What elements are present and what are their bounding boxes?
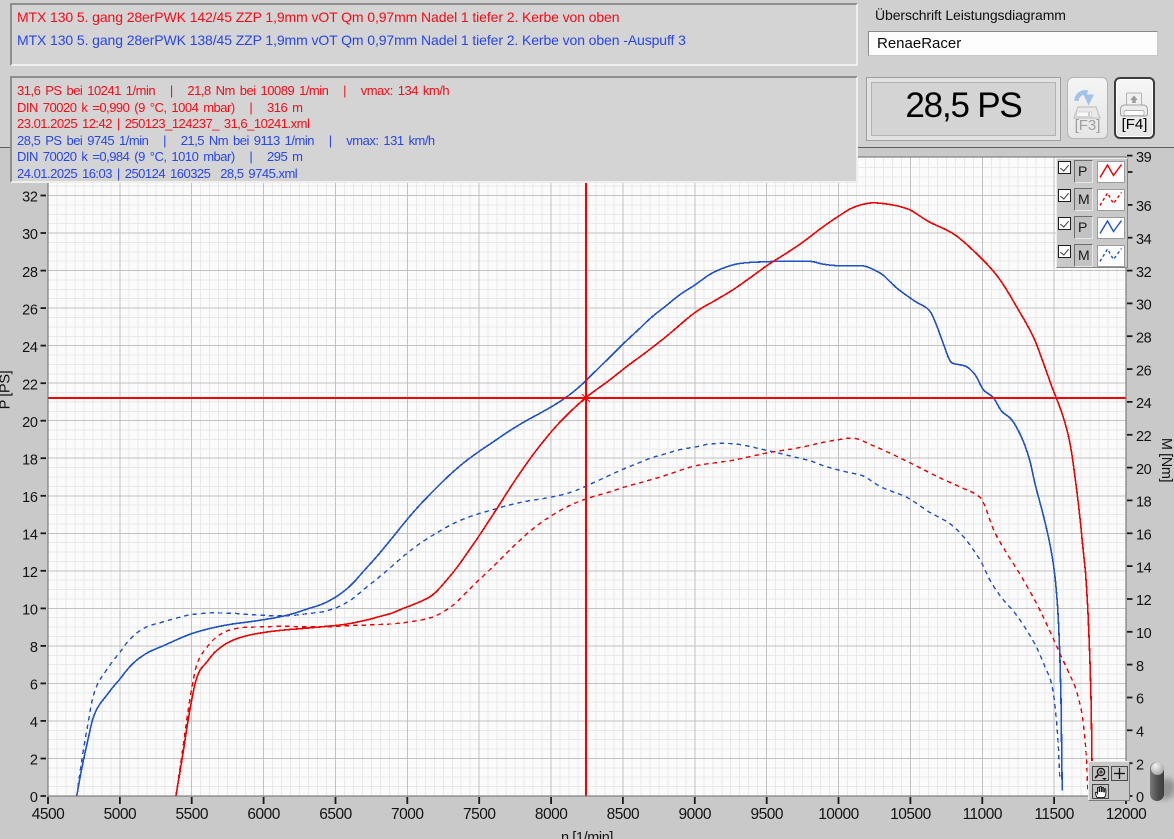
svg-text:0: 0 bbox=[1136, 790, 1144, 806]
svg-text:30: 30 bbox=[22, 227, 38, 243]
svg-text:22: 22 bbox=[22, 377, 38, 393]
svg-text:5000: 5000 bbox=[104, 806, 137, 823]
svg-text:4: 4 bbox=[1136, 725, 1144, 741]
svg-text:8500: 8500 bbox=[607, 806, 640, 823]
svg-text:28: 28 bbox=[22, 265, 38, 281]
svg-text:5500: 5500 bbox=[175, 806, 208, 823]
svg-text:10: 10 bbox=[1136, 626, 1152, 642]
svg-text:0: 0 bbox=[30, 790, 38, 806]
svg-text:16: 16 bbox=[1136, 528, 1152, 544]
svg-text:2: 2 bbox=[1136, 757, 1144, 773]
svg-text:18: 18 bbox=[1136, 495, 1152, 511]
svg-text:7000: 7000 bbox=[391, 806, 424, 823]
svg-text:10000: 10000 bbox=[818, 806, 859, 823]
svg-text:n [1/min]: n [1/min] bbox=[561, 830, 613, 839]
svg-text:28: 28 bbox=[1136, 330, 1152, 346]
svg-text:12: 12 bbox=[1136, 593, 1152, 609]
svg-text:22: 22 bbox=[1136, 429, 1152, 445]
svg-text:14: 14 bbox=[1136, 560, 1152, 576]
svg-text:26: 26 bbox=[22, 302, 38, 318]
svg-text:32: 32 bbox=[22, 190, 38, 206]
svg-text:9000: 9000 bbox=[679, 806, 712, 823]
svg-text:14: 14 bbox=[22, 528, 38, 544]
svg-text:6: 6 bbox=[1136, 692, 1144, 708]
svg-text:8000: 8000 bbox=[535, 806, 568, 823]
svg-text:8: 8 bbox=[30, 640, 38, 656]
svg-text:30: 30 bbox=[1136, 298, 1152, 314]
svg-text:39: 39 bbox=[1136, 150, 1152, 166]
svg-text:11000: 11000 bbox=[963, 806, 1003, 823]
svg-text:2: 2 bbox=[30, 753, 38, 769]
svg-text:7500: 7500 bbox=[463, 806, 496, 823]
svg-text:P [PS]: P [PS] bbox=[0, 371, 14, 409]
svg-text:10500: 10500 bbox=[890, 806, 931, 823]
svg-text:6: 6 bbox=[30, 678, 38, 694]
svg-text:12: 12 bbox=[22, 565, 38, 581]
svg-text:24: 24 bbox=[22, 340, 38, 356]
svg-text:34: 34 bbox=[1136, 232, 1152, 248]
svg-text:M [Nm]: M [Nm] bbox=[1158, 438, 1174, 482]
svg-text:4: 4 bbox=[30, 715, 38, 731]
svg-text:4500: 4500 bbox=[32, 806, 65, 823]
svg-text:16: 16 bbox=[22, 490, 38, 506]
svg-text:6000: 6000 bbox=[247, 806, 280, 823]
svg-text:6500: 6500 bbox=[319, 806, 352, 823]
svg-text:11500: 11500 bbox=[1034, 806, 1074, 823]
svg-text:8: 8 bbox=[1136, 659, 1144, 675]
svg-text:20: 20 bbox=[22, 415, 38, 431]
svg-text:20: 20 bbox=[1136, 462, 1152, 478]
svg-text:32: 32 bbox=[1136, 265, 1152, 281]
svg-text:18: 18 bbox=[22, 452, 38, 468]
svg-text:24: 24 bbox=[1136, 396, 1152, 412]
svg-text:36: 36 bbox=[1136, 199, 1152, 215]
svg-text:12000: 12000 bbox=[1106, 806, 1147, 823]
svg-text:10: 10 bbox=[22, 603, 38, 619]
svg-text:9500: 9500 bbox=[750, 806, 783, 823]
svg-text:26: 26 bbox=[1136, 363, 1152, 379]
